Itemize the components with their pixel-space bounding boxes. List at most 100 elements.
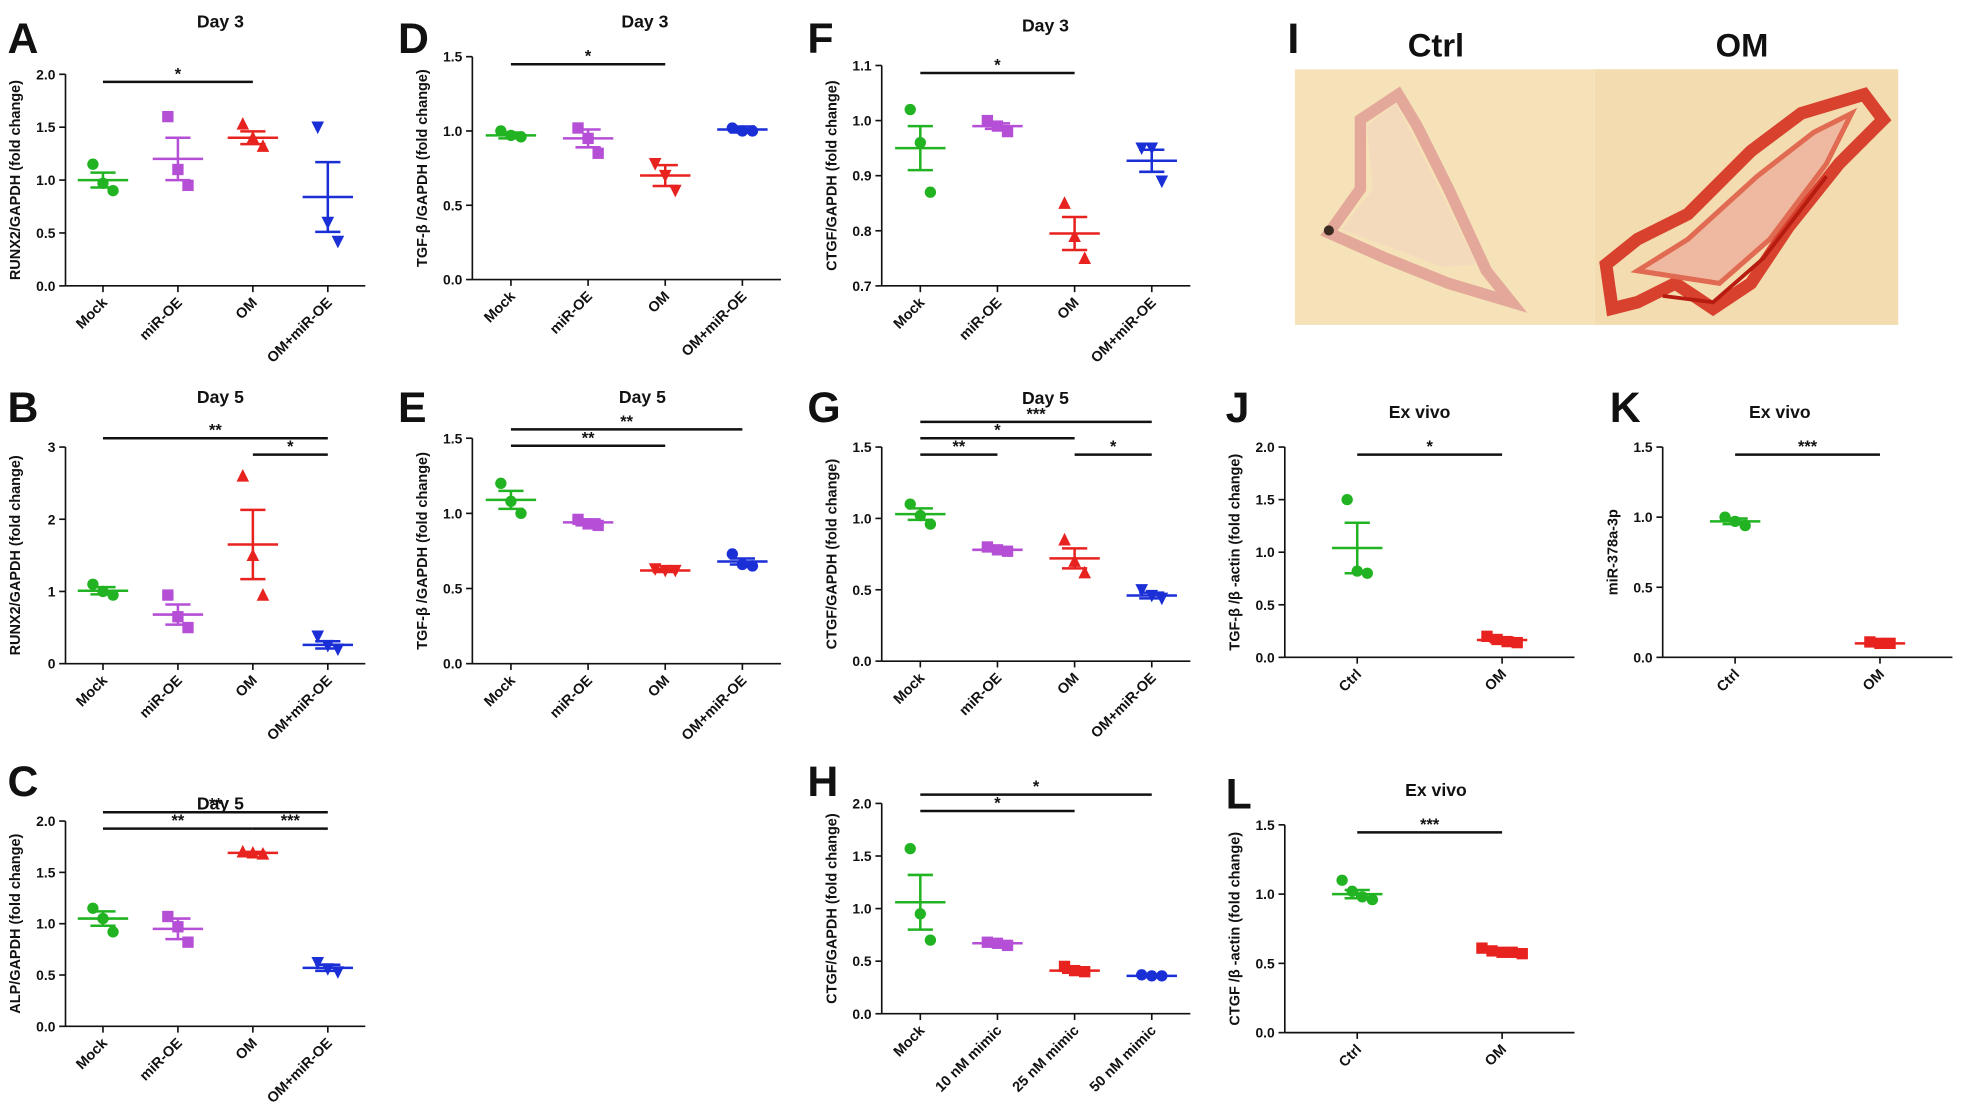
sem-bar xyxy=(729,557,755,566)
data-point xyxy=(572,122,584,134)
x-tick-label: miR-OE xyxy=(137,1035,186,1084)
chart-panel: E Day 5 TGF-β /GAPDH (fold change) 0.0 0.5 1.… xyxy=(398,384,781,744)
y-axis-label: TGF-β /β -actin (fold change) xyxy=(1227,454,1243,651)
y-tick-label: 0.5 xyxy=(443,197,463,213)
debris xyxy=(1323,225,1334,236)
x-tick-label: 10 nM mimic xyxy=(933,1023,1006,1096)
significance-label: * xyxy=(287,438,294,456)
sem-bar xyxy=(165,136,191,182)
y-tick-label: 1.0 xyxy=(36,916,56,932)
panel-letter: E xyxy=(398,384,427,432)
y-tick-label: 1.0 xyxy=(1255,544,1275,560)
y-tick-label: 0.5 xyxy=(1255,597,1275,613)
sem-bar xyxy=(165,917,191,941)
sem-bar xyxy=(1062,547,1088,570)
y-tick-label: 1.5 xyxy=(443,49,463,65)
y-tick-label: 0.0 xyxy=(1633,649,1653,665)
significance-label: *** xyxy=(1026,405,1046,423)
data-point xyxy=(1058,532,1071,546)
sem-bar xyxy=(1489,948,1515,955)
image-label: Ctrl xyxy=(1408,27,1464,64)
chart-title: Day 3 xyxy=(197,12,244,32)
y-axis-label: ALP/GAPDH (fold change) xyxy=(8,834,24,1014)
x-tick-label: miR-OE xyxy=(137,295,186,344)
data-point xyxy=(726,548,738,560)
sem-bar xyxy=(315,160,341,234)
significance-label: * xyxy=(1033,778,1040,796)
panel-letter: C xyxy=(8,758,39,806)
data-point xyxy=(1481,630,1493,642)
sem-bar xyxy=(907,124,933,172)
sem-bar xyxy=(90,585,116,596)
panel-letter: G xyxy=(807,384,840,432)
chart-title: Day 5 xyxy=(619,387,666,407)
y-tick-label: 1 xyxy=(48,583,56,599)
significance-label: * xyxy=(994,794,1001,812)
data-point xyxy=(331,966,345,979)
significance-label: ** xyxy=(582,429,595,447)
sem-bar xyxy=(165,603,191,626)
data-point xyxy=(726,122,738,134)
y-tick-label: 1.0 xyxy=(443,123,463,139)
data-point xyxy=(1058,960,1071,973)
sem-bar xyxy=(240,508,266,581)
data-point xyxy=(182,621,194,634)
y-tick-label: 0.5 xyxy=(1255,955,1275,971)
y-tick-label: 1.5 xyxy=(36,119,56,135)
x-tick-label: OM+miR-OE xyxy=(264,295,336,367)
chart-title: Ex vivo xyxy=(1389,402,1451,422)
y-tick-label: 0.0 xyxy=(1255,1025,1275,1041)
data-point xyxy=(107,926,119,938)
sem-bar xyxy=(984,122,1011,131)
y-tick-label: 1.0 xyxy=(36,172,56,188)
y-tick-label: 1.0 xyxy=(852,901,872,917)
y-tick-label: 1.0 xyxy=(852,510,872,526)
x-tick-label: OM+miR-OE xyxy=(679,288,751,360)
data-point xyxy=(904,103,916,116)
x-tick-label: OM+miR-OE xyxy=(1088,670,1160,742)
x-tick-label: OM xyxy=(233,295,261,323)
chart-title: Day 5 xyxy=(197,794,244,814)
y-tick-label: 1.5 xyxy=(852,848,872,864)
y-tick-label: 0.0 xyxy=(852,1006,872,1022)
significance-label: * xyxy=(1426,438,1433,456)
sem-bar xyxy=(652,567,678,574)
data-point xyxy=(746,125,759,137)
data-point xyxy=(1366,893,1379,906)
chart-panel: F Day 3 CTGF/GAPDH (fold change) 0.7 0.8 0.9 1… xyxy=(807,15,1191,366)
sem-bar xyxy=(907,873,933,931)
data-point xyxy=(904,842,916,855)
tissue-ctrl-inner xyxy=(1341,103,1477,267)
panel-letter: H xyxy=(807,758,838,806)
y-tick-label: 2.0 xyxy=(852,795,872,811)
sem-bar xyxy=(1062,215,1088,252)
chart-panel: A Day 3 RUNX2/GAPDH (fold change) 0.0 0.5 1.0… xyxy=(8,12,366,367)
x-tick-label: Ctrl xyxy=(1714,667,1743,696)
chart-panel: D Day 3 TGF-β /GAPDH (fold change) 0.0 0.5 1.… xyxy=(398,12,781,360)
chart-panel: C Day 5 ALP/GAPDH (fold change) 0.0 0.5 1.0 1.… xyxy=(8,758,366,1107)
x-tick-label: Mock xyxy=(891,1022,929,1060)
x-tick-label: OM xyxy=(1860,667,1888,695)
data-point xyxy=(1135,584,1148,597)
y-tick-label: 3 xyxy=(48,439,56,455)
y-tick-label: 0.5 xyxy=(852,582,872,598)
x-tick-label: Mock xyxy=(73,1035,111,1073)
y-tick-label: 1.0 xyxy=(1633,509,1653,525)
y-tick-label: 1.1 xyxy=(852,58,872,74)
panel-letter: D xyxy=(398,15,429,63)
y-tick-label: 0 xyxy=(48,656,56,672)
x-tick-label: OM xyxy=(1482,1042,1510,1070)
x-tick-label: OM+miR-OE xyxy=(264,1035,336,1107)
y-tick-label: 1.5 xyxy=(36,864,56,880)
histology-panel: I Ctrl OM xyxy=(1287,15,1899,325)
x-tick-label: miR-OE xyxy=(956,670,1005,719)
data-point xyxy=(1078,251,1091,264)
data-point xyxy=(515,507,527,520)
data-point xyxy=(162,110,174,123)
y-tick-label: 0.0 xyxy=(36,1018,56,1034)
sem-bar xyxy=(498,131,524,140)
y-tick-label: 1.0 xyxy=(443,505,463,521)
x-tick-label: miR-OE xyxy=(137,673,186,722)
data-point xyxy=(311,121,325,135)
